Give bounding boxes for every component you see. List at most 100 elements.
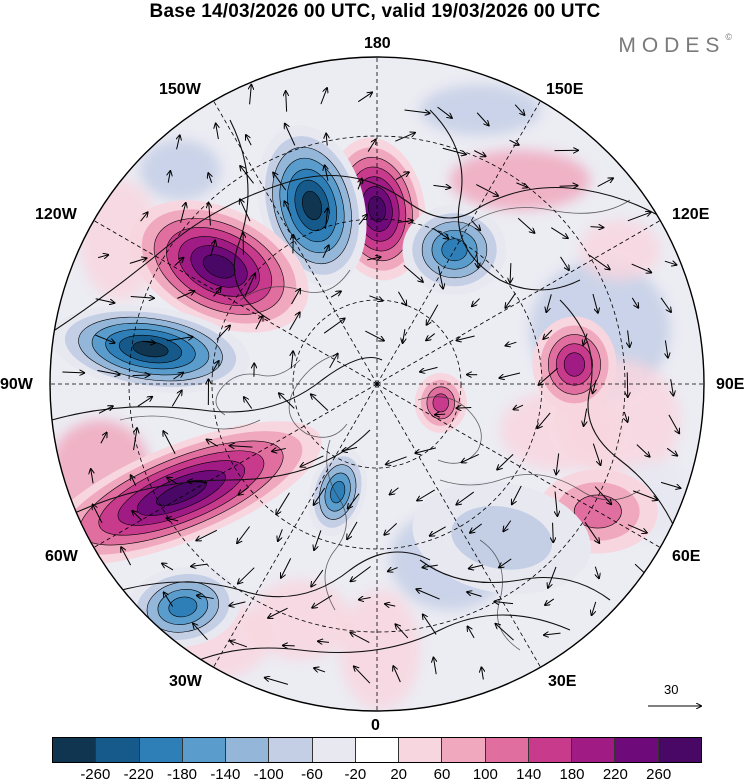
anomaly-contour xyxy=(563,352,586,377)
wind-vector xyxy=(393,666,401,683)
wind-vector xyxy=(100,433,107,444)
colorbar-swatch xyxy=(182,738,227,762)
negative-anomaly-35e xyxy=(412,481,591,595)
wind-vector xyxy=(98,406,113,414)
wind-vector xyxy=(665,340,668,357)
wind-vector xyxy=(517,217,534,233)
wind-vector xyxy=(514,405,524,409)
meridian-line xyxy=(376,383,541,668)
wind-vector xyxy=(330,291,341,298)
wind-vector xyxy=(289,312,300,331)
wind-vector xyxy=(433,658,436,675)
wind-vector xyxy=(505,342,517,345)
wind-vector xyxy=(137,397,152,407)
wind-vector xyxy=(456,491,475,505)
meridian-line xyxy=(213,100,378,385)
wind-vector xyxy=(314,487,326,505)
map-title: Base 14/03/2026 00 UTC, valid 19/03/2026… xyxy=(149,1,601,22)
wind-vector xyxy=(477,254,478,267)
wind-vector xyxy=(384,522,398,534)
colorbar-swatch xyxy=(139,738,183,762)
wind-vector xyxy=(188,481,208,482)
wind-vector xyxy=(553,522,554,542)
wind-vector xyxy=(543,329,553,339)
wind-vector xyxy=(668,414,679,433)
colorbar-swatch xyxy=(528,738,573,762)
wind-vector xyxy=(279,393,295,409)
wind-vector xyxy=(281,558,292,577)
wind-vector xyxy=(632,490,657,500)
wind-vector xyxy=(326,208,328,229)
wind-vector xyxy=(229,601,246,606)
wind-vector xyxy=(467,592,482,597)
wind-vector xyxy=(276,492,290,515)
wind-vector xyxy=(230,446,253,448)
wind-vector xyxy=(238,567,255,584)
wind-vector xyxy=(664,261,677,265)
lon-label-90w: 90W xyxy=(0,376,33,393)
wind-vector xyxy=(191,564,208,566)
wind-vector xyxy=(592,293,598,313)
wind-vector xyxy=(457,408,472,409)
wind-vector xyxy=(548,566,557,588)
lon-label-150w: 150W xyxy=(159,81,201,98)
colorbar-swatch xyxy=(658,738,701,762)
wind-vector xyxy=(437,106,452,118)
wind-vector xyxy=(210,241,215,257)
wind-vector xyxy=(509,139,519,145)
lon-label-60e: 60E xyxy=(672,548,701,565)
wind-vector xyxy=(430,526,446,536)
colorbar-tick-label: -180 xyxy=(166,766,198,783)
wind-vector xyxy=(385,604,396,606)
colorbar-swatch xyxy=(53,738,97,762)
wind-vector xyxy=(369,295,382,301)
wind-vector xyxy=(97,370,120,375)
wind-vector xyxy=(628,330,630,346)
wind-vector xyxy=(583,333,587,345)
wind-vector xyxy=(416,589,440,600)
wind-vector xyxy=(420,366,438,371)
positive-anomaly-100e xyxy=(532,316,617,413)
wind-vector xyxy=(395,172,409,181)
anomaly-contour xyxy=(432,393,449,413)
wind-vector xyxy=(555,491,557,516)
colorbar-tick-label: -20 xyxy=(344,766,367,783)
wind-vector xyxy=(397,221,413,223)
colorbar-swatch xyxy=(399,738,443,762)
wind-vector xyxy=(627,212,651,222)
wind-vector xyxy=(314,530,322,550)
wind-vector xyxy=(132,511,143,521)
colorbar-tick-label: -220 xyxy=(123,766,154,783)
wind-vector xyxy=(514,104,524,115)
wind-vector xyxy=(390,487,399,495)
wind-vector xyxy=(660,297,671,312)
wind-vector xyxy=(503,520,512,532)
wind-vector xyxy=(556,453,559,474)
colorbar-tick-label: 260 xyxy=(646,766,672,783)
wind-vector xyxy=(93,505,103,524)
colorbar-tick-label: 220 xyxy=(602,766,628,783)
wind-vector xyxy=(177,135,180,150)
wind-vector xyxy=(367,140,376,152)
wind-vector xyxy=(291,289,300,305)
wind-vector xyxy=(590,227,604,228)
wind-vector xyxy=(660,481,680,488)
reference-vector-label: 30 xyxy=(664,682,679,697)
wind-vector xyxy=(560,256,569,270)
wind-vector xyxy=(129,258,147,264)
wind-vector xyxy=(347,521,358,539)
wind-vector xyxy=(325,165,328,181)
wind-vector xyxy=(435,414,446,415)
wind-vector xyxy=(551,227,568,238)
wind-vector xyxy=(433,228,448,238)
wind-vector xyxy=(121,547,132,566)
wind-vector xyxy=(62,372,84,373)
wind-vector xyxy=(286,91,287,112)
wind-vector xyxy=(476,184,498,196)
wind-vector xyxy=(433,185,450,187)
wind-vector xyxy=(359,597,371,599)
wind-vector xyxy=(91,469,93,484)
wind-vector xyxy=(497,453,514,469)
wind-vector xyxy=(132,375,150,376)
wind-vector xyxy=(329,354,338,369)
